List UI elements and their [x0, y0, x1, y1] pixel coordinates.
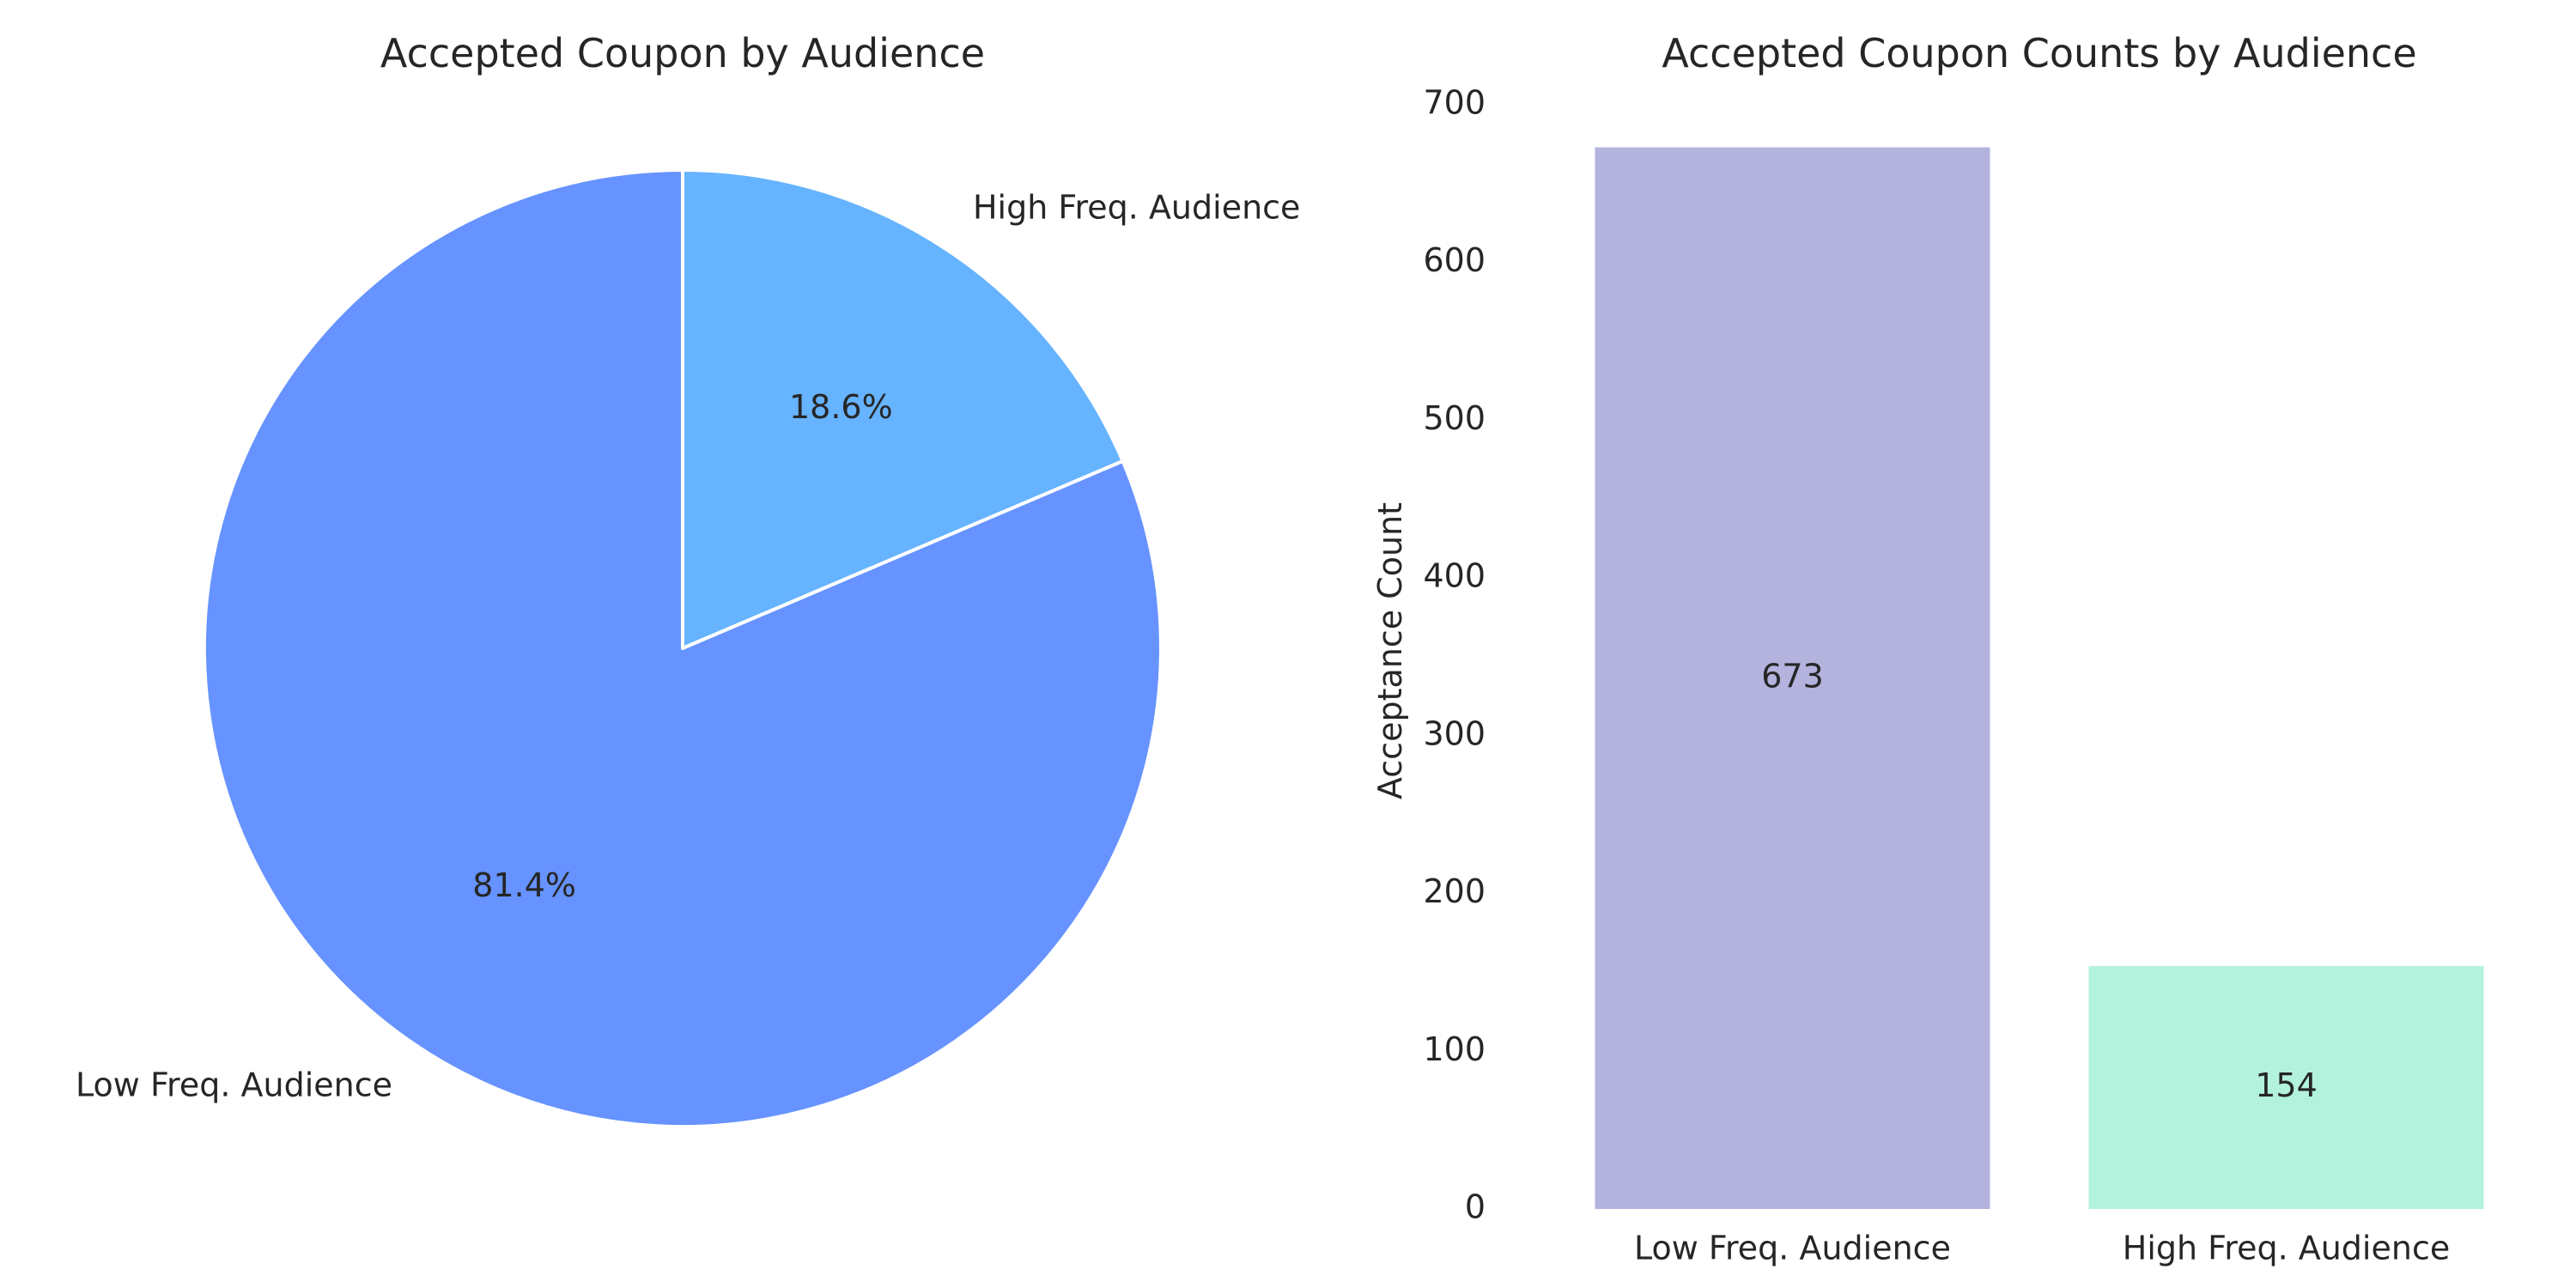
y-axis-label: Acceptance Count: [1371, 502, 1409, 799]
bars: 673 154: [1595, 147, 2484, 1209]
y-axis-ticks: 0 100 200 300 400 500 600 700: [1423, 84, 1485, 1226]
y-tick-500: 500: [1423, 399, 1485, 437]
y-tick-300: 300: [1423, 714, 1485, 752]
bar-chart: Accepted Coupon Counts by Audience Accep…: [1371, 30, 2484, 1267]
y-tick-0: 0: [1465, 1188, 1485, 1226]
y-tick-200: 200: [1423, 872, 1485, 910]
x-axis-ticks: Low Freq. Audience High Freq. Audience: [1634, 1230, 2450, 1267]
bar-high-freq-audience: [2088, 966, 2484, 1209]
y-tick-100: 100: [1423, 1030, 1485, 1068]
bar-chart-title: Accepted Coupon Counts by Audience: [1662, 30, 2416, 76]
y-tick-600: 600: [1423, 241, 1485, 279]
pie-percent-high-freq-audience: 18.6%: [789, 388, 893, 426]
bar-value-low-freq-audience: 673: [1761, 657, 1824, 695]
x-tick-low-freq-audience: Low Freq. Audience: [1634, 1230, 1951, 1267]
pie-label-high-freq-audience: High Freq. Audience: [973, 188, 1300, 226]
pie-slices: [203, 168, 1163, 1128]
y-tick-400: 400: [1423, 557, 1485, 595]
pie-chart: Accepted Coupon by Audience High Freq. A…: [76, 30, 1300, 1128]
x-tick-high-freq-audience: High Freq. Audience: [2123, 1230, 2450, 1267]
pie-slice-high-freq-audience: [681, 168, 1125, 650]
bar-value-high-freq-audience: 154: [2255, 1066, 2318, 1104]
pie-chart-title: Accepted Coupon by Audience: [380, 30, 985, 76]
pie-labels: High Freq. Audience 18.6% Low Freq. Audien…: [76, 188, 1300, 1103]
bar-low-freq-audience: [1595, 147, 1990, 1209]
pie-percent-low-freq-audience: 81.4%: [472, 866, 576, 904]
pie-slice-low-freq-audience: [203, 168, 1163, 1128]
y-tick-700: 700: [1423, 84, 1485, 122]
pie-label-low-freq-audience: Low Freq. Audience: [76, 1066, 392, 1104]
